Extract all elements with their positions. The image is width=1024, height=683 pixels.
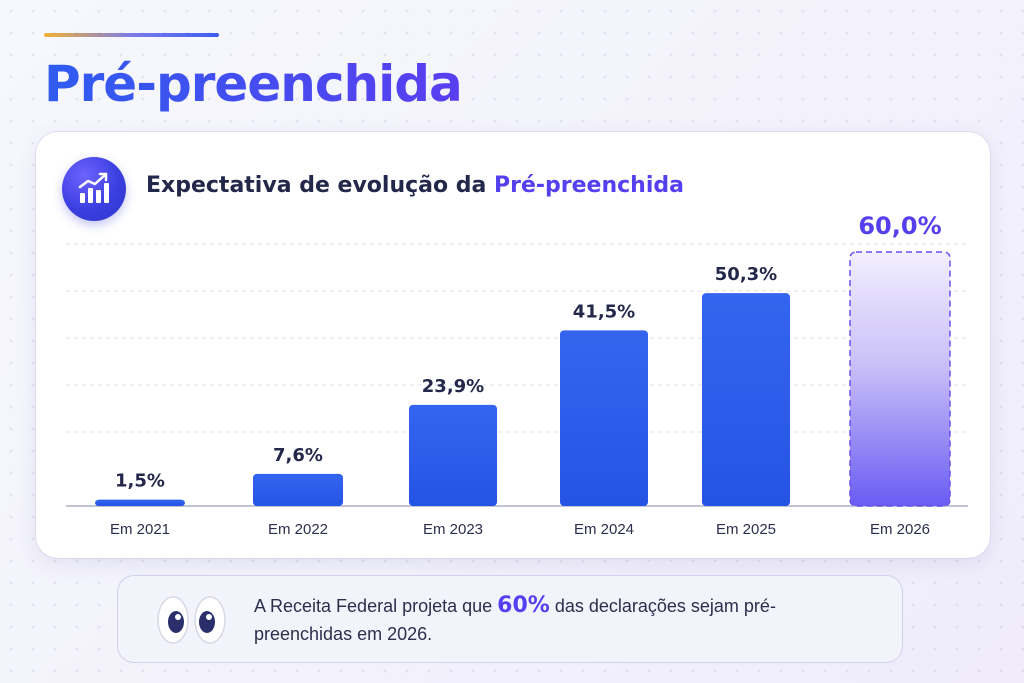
data-label-2: 23,9% [422, 376, 484, 397]
data-label-5: 60,0% [858, 212, 941, 240]
bar-3 [560, 330, 648, 506]
data-label-0: 1,5% [115, 471, 165, 492]
eyes-icon [156, 594, 228, 651]
x-tick-label-2: Em 2023 [423, 521, 483, 538]
note-highlight: 60% [497, 593, 550, 618]
chart-card [36, 132, 990, 558]
data-label-4: 50,3% [715, 264, 777, 285]
x-tick-label-1: Em 2022 [268, 521, 328, 538]
note-text-before: A Receita Federal projeta que [254, 596, 498, 616]
bar-2 [409, 404, 497, 506]
data-label-3: 41,5% [573, 301, 635, 322]
chart-title-highlight: Pré-preenchida [494, 173, 684, 198]
x-tick-label-4: Em 2025 [716, 521, 776, 538]
chart-title: Expectativa de evolução da Pré-preenchid… [146, 173, 684, 198]
note-text-after: das declarações sejam pré-preenchidas em… [254, 596, 776, 644]
bar-4 [702, 293, 790, 506]
x-tick-label-5: Em 2026 [870, 521, 930, 538]
chart-title-main: Expectativa de evolução da [146, 173, 495, 198]
x-tick-label-3: Em 2024 [574, 521, 634, 538]
trend-up-chart-icon [62, 157, 126, 221]
note-text: A Receita Federal projeta que 60% das de… [254, 592, 854, 648]
bar-5 [849, 251, 951, 507]
x-tick-label-0: Em 2021 [110, 521, 170, 538]
page-title: Pré-preenchida [44, 55, 463, 113]
info-note [118, 576, 902, 662]
accent-line [44, 33, 219, 37]
data-label-1: 7,6% [273, 445, 323, 466]
bar-1 [253, 473, 343, 506]
bar-0 [95, 499, 185, 506]
